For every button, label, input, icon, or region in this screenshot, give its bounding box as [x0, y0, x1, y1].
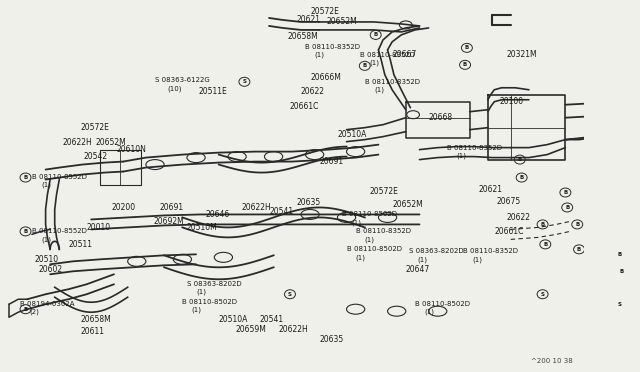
Text: 20510A: 20510A	[219, 315, 248, 324]
Text: (2): (2)	[29, 309, 39, 315]
Text: 20622: 20622	[506, 213, 530, 222]
Text: 20510M: 20510M	[187, 223, 218, 232]
Text: B 08110-8352D: B 08110-8352D	[447, 145, 502, 151]
Text: 20622H: 20622H	[278, 325, 308, 334]
Text: B 08110-8352D: B 08110-8352D	[356, 228, 411, 234]
Text: (1): (1)	[472, 256, 483, 263]
Text: 20661C: 20661C	[290, 102, 319, 111]
Text: 20652M: 20652M	[96, 138, 127, 147]
Text: (1): (1)	[191, 307, 202, 314]
Text: 20659M: 20659M	[236, 325, 266, 334]
Text: (1): (1)	[196, 289, 206, 295]
Text: B: B	[563, 190, 568, 195]
Text: 20510: 20510	[35, 255, 59, 264]
Text: B: B	[543, 242, 547, 247]
Text: (1): (1)	[365, 236, 375, 243]
Text: 20572E: 20572E	[369, 187, 398, 196]
Text: B 08110-8552D: B 08110-8552D	[32, 174, 87, 180]
Text: 20661C: 20661C	[494, 227, 524, 236]
Text: B: B	[374, 32, 378, 38]
Text: 20691: 20691	[319, 157, 343, 166]
Text: S 08363-8202D: S 08363-8202D	[187, 281, 241, 287]
Text: B: B	[24, 175, 28, 180]
Text: 20666M: 20666M	[310, 73, 341, 82]
Text: S: S	[288, 292, 292, 297]
Text: B 08110-8352D: B 08110-8352D	[463, 248, 518, 254]
Text: 20622H: 20622H	[242, 203, 271, 212]
Text: 20658M: 20658M	[80, 315, 111, 324]
Text: (1): (1)	[351, 219, 361, 226]
Text: 20635: 20635	[296, 198, 321, 207]
Text: 20622: 20622	[301, 87, 325, 96]
Text: B: B	[565, 205, 570, 210]
Text: S: S	[243, 79, 246, 84]
Text: 20511: 20511	[68, 240, 92, 249]
Text: (10): (10)	[167, 86, 181, 92]
Text: 20010: 20010	[86, 223, 111, 232]
Text: B 08110-8352D: B 08110-8352D	[305, 44, 360, 50]
Text: S: S	[541, 292, 545, 297]
Text: B: B	[24, 307, 28, 312]
Text: B: B	[575, 222, 579, 227]
Text: (1): (1)	[356, 254, 365, 260]
Text: (1): (1)	[41, 181, 51, 188]
Text: 20691: 20691	[159, 203, 184, 212]
Text: B: B	[540, 222, 545, 227]
Text: ^200 10 38: ^200 10 38	[531, 358, 573, 364]
Text: B 08110-8502D: B 08110-8502D	[342, 211, 397, 218]
Text: 20667: 20667	[392, 50, 417, 60]
Text: B 08194-0302A: B 08194-0302A	[20, 301, 75, 307]
Text: (1): (1)	[424, 309, 434, 315]
Text: B 08110-8352D: B 08110-8352D	[360, 52, 415, 58]
Text: B 08110-8502D: B 08110-8502D	[182, 299, 237, 305]
Text: 20510A: 20510A	[337, 130, 367, 139]
Text: (1): (1)	[369, 60, 380, 66]
Text: S 08363-8202D: S 08363-8202D	[408, 248, 463, 254]
Text: 20542: 20542	[84, 152, 108, 161]
Text: 20611: 20611	[80, 327, 104, 336]
Text: 20646: 20646	[205, 210, 229, 219]
Text: 20572E: 20572E	[310, 7, 339, 16]
Text: 20621: 20621	[479, 185, 503, 194]
Text: (1): (1)	[418, 256, 428, 263]
Text: B: B	[520, 175, 524, 180]
Text: 20541: 20541	[269, 207, 293, 216]
Text: 20541: 20541	[260, 315, 284, 324]
Text: B 08110-8502D: B 08110-8502D	[346, 246, 401, 252]
Text: B 08110-8352D: B 08110-8352D	[365, 79, 420, 85]
Text: 20692M: 20692M	[153, 217, 184, 226]
Text: (1): (1)	[315, 52, 324, 58]
Text: 20622H: 20622H	[62, 138, 92, 147]
Text: 20511E: 20511E	[199, 87, 228, 96]
Text: B 08110-8552D: B 08110-8552D	[32, 228, 87, 234]
Text: 20675: 20675	[497, 197, 521, 206]
Text: B: B	[463, 62, 467, 67]
Text: 20621: 20621	[296, 16, 321, 25]
Text: B: B	[518, 157, 522, 162]
Text: 20100: 20100	[500, 97, 524, 106]
Text: S: S	[618, 302, 622, 307]
Text: 20647: 20647	[406, 265, 430, 274]
Text: (1): (1)	[456, 153, 466, 159]
Text: B: B	[620, 269, 624, 274]
Text: S 08363-6122G: S 08363-6122G	[155, 77, 210, 83]
Text: B 08110-8502D: B 08110-8502D	[415, 301, 470, 307]
Text: 20321M: 20321M	[506, 50, 537, 60]
Text: (1): (1)	[41, 236, 51, 243]
Text: B: B	[24, 229, 28, 234]
Text: B: B	[363, 63, 367, 68]
Text: 20200: 20200	[111, 203, 136, 212]
Text: (1): (1)	[374, 87, 384, 93]
Text: 20658M: 20658M	[287, 32, 318, 41]
Text: B: B	[577, 247, 581, 252]
Text: B: B	[618, 252, 622, 257]
Text: B: B	[465, 45, 469, 50]
Text: 20668: 20668	[429, 113, 452, 122]
Text: 20652M: 20652M	[392, 200, 423, 209]
Text: 20652M: 20652M	[326, 17, 357, 26]
Text: 20572E: 20572E	[80, 123, 109, 132]
Text: 20610N: 20610N	[116, 145, 147, 154]
Text: 20635: 20635	[319, 335, 344, 344]
Text: 20602: 20602	[38, 265, 63, 274]
